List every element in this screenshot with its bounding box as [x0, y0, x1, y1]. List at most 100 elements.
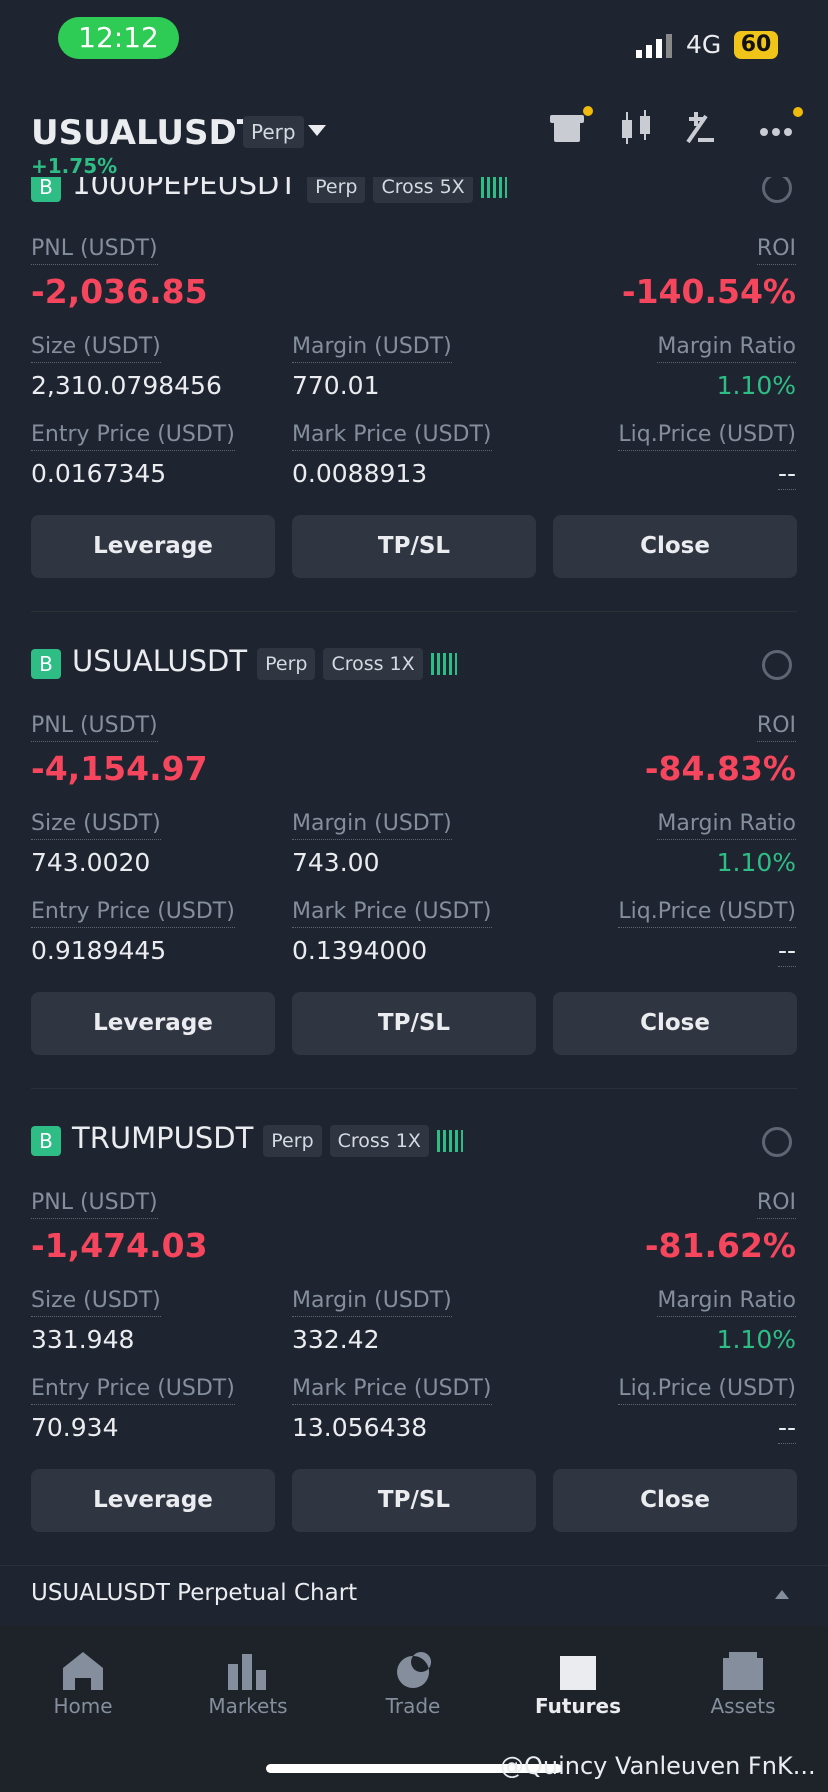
risk-bars: [480, 176, 507, 198]
pnl-label: PNL (USDT): [31, 1188, 158, 1219]
field-value: 0.0167345: [31, 459, 167, 488]
roi-value: -81.62%: [644, 1226, 796, 1265]
risk-bars: [430, 653, 457, 675]
field-label: Entry Price (USDT): [31, 897, 235, 928]
nav-icon[interactable]: [220, 1646, 276, 1696]
share-icon[interactable]: [762, 650, 792, 680]
symbol-title[interactable]: USUALUSDT: [31, 113, 260, 153]
perp-tag: Perp: [243, 116, 304, 148]
field-value: 332.42: [292, 1325, 380, 1354]
home-indicator: [266, 1764, 562, 1773]
roi-value: -140.54%: [621, 272, 796, 311]
chart-bar[interactable]: USUALUSDT Perpetual Chart: [0, 1565, 828, 1627]
network: 4G: [686, 30, 722, 59]
nav-label[interactable]: Trade: [385, 1694, 441, 1718]
top-area: 12:12 4G 60 USUALUSDT Perp +1.75%: [0, 0, 828, 178]
action-button[interactable]: TP/SL: [292, 1469, 536, 1532]
field-value: 331.948: [31, 1325, 135, 1354]
nav-icon[interactable]: [715, 1646, 771, 1696]
field-value: 0.0088913: [292, 459, 428, 488]
header-icons[interactable]: [548, 104, 804, 148]
field-value: 0.1394000: [292, 936, 428, 965]
clock: 12:12: [58, 17, 179, 59]
position-tag: Cross 1X: [323, 648, 423, 680]
field-label: Size (USDT): [31, 1286, 161, 1317]
roi-label: ROI: [756, 1188, 796, 1219]
pnl-label: PNL (USDT): [31, 711, 158, 742]
action-button[interactable]: TP/SL: [292, 515, 536, 578]
field-label: Entry Price (USDT): [31, 1374, 235, 1405]
field-label: Liq.Price (USDT): [618, 897, 796, 928]
field-value: 0.9189445: [31, 936, 167, 965]
field-value: 743.0020: [31, 848, 151, 877]
roi-label: ROI: [756, 234, 796, 265]
action-button[interactable]: Leverage: [31, 515, 275, 578]
field-label: Margin (USDT): [292, 809, 452, 840]
divider: [31, 611, 797, 612]
field-label: Liq.Price (USDT): [618, 1374, 796, 1405]
dropdown-icon[interactable]: [308, 125, 326, 137]
battery: 60: [734, 31, 778, 59]
position-tag: Cross 1X: [329, 1125, 429, 1157]
field-label: Entry Price (USDT): [31, 420, 235, 451]
side-badge: B: [31, 172, 61, 202]
field-value: 13.056438: [292, 1413, 428, 1442]
share-icon[interactable]: [762, 1127, 792, 1157]
field-value: --: [777, 459, 796, 490]
position-symbol: TRUMPUSDT: [72, 1121, 254, 1155]
nav-icon[interactable]: [55, 1646, 111, 1696]
field-value: 1.10%: [716, 848, 796, 877]
field-label: Size (USDT): [31, 809, 161, 840]
roi-value: -84.83%: [644, 749, 796, 788]
action-button[interactable]: Close: [553, 992, 797, 1055]
chart-bar-title: USUALUSDT Perpetual Chart: [31, 1580, 358, 1606]
field-label: Margin Ratio: [657, 809, 796, 840]
field-label: Size (USDT): [31, 332, 161, 363]
field-value: 1.10%: [716, 1325, 796, 1354]
collapse-icon: [775, 1590, 789, 1599]
position-tag: Perp: [257, 648, 316, 680]
roi-label: ROI: [756, 711, 796, 742]
field-label: Liq.Price (USDT): [618, 420, 796, 451]
watermark: @Quincy Vanleuven FnK...: [500, 1752, 816, 1780]
position-symbol: USUALUSDT: [72, 644, 248, 678]
field-label: Margin Ratio: [657, 1286, 796, 1317]
side-badge: B: [31, 649, 61, 679]
field-value: 1.10%: [716, 371, 796, 400]
field-label: Mark Price (USDT): [292, 1374, 492, 1405]
action-button[interactable]: Close: [553, 515, 797, 578]
action-button[interactable]: Close: [553, 1469, 797, 1532]
nav-icon[interactable]: [550, 1646, 606, 1696]
field-label: Mark Price (USDT): [292, 897, 492, 928]
pnl-value: -2,036.85: [31, 272, 208, 311]
pnl-value: -4,154.97: [31, 749, 208, 788]
field-value: 70.934: [31, 1413, 119, 1442]
action-button[interactable]: TP/SL: [292, 992, 536, 1055]
nav-label[interactable]: Markets: [208, 1694, 288, 1718]
field-label: Margin (USDT): [292, 332, 452, 363]
side-badge: B: [31, 1126, 61, 1156]
field-value: 743.00: [292, 848, 380, 877]
field-value: --: [777, 1413, 796, 1444]
action-button[interactable]: Leverage: [31, 992, 275, 1055]
field-value: 2,310.0798456: [31, 371, 222, 400]
position-tag: Perp: [263, 1125, 322, 1157]
field-value: --: [777, 936, 796, 967]
signal-icon: [636, 34, 672, 58]
nav-icon[interactable]: [385, 1646, 441, 1696]
share-icon[interactable]: [762, 173, 792, 203]
risk-bars: [436, 1130, 463, 1152]
nav-label[interactable]: Assets: [710, 1694, 776, 1718]
field-value: 770.01: [292, 371, 380, 400]
divider: [31, 1088, 797, 1089]
nav-label[interactable]: Futures: [534, 1694, 622, 1718]
nav-label[interactable]: Home: [53, 1694, 113, 1718]
field-label: Margin (USDT): [292, 1286, 452, 1317]
field-label: Mark Price (USDT): [292, 420, 492, 451]
price-change: +1.75%: [31, 154, 118, 178]
field-label: Margin Ratio: [657, 332, 796, 363]
pnl-value: -1,474.03: [31, 1226, 208, 1265]
pnl-label: PNL (USDT): [31, 234, 158, 265]
action-button[interactable]: Leverage: [31, 1469, 275, 1532]
